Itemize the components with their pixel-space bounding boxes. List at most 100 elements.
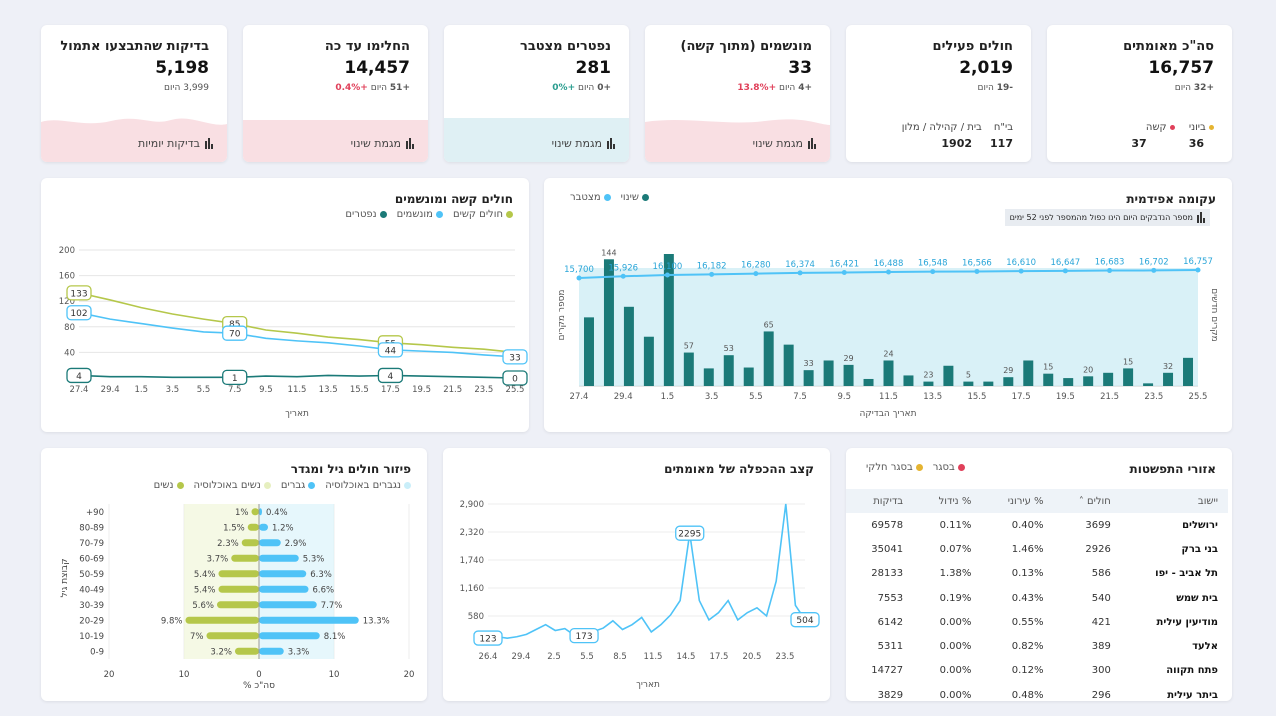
x-tick: 25.5 (1189, 392, 1208, 402)
bar (1043, 373, 1054, 386)
table-row[interactable]: אלעד 389 0.82% 0.00% 5311 (846, 634, 1228, 658)
data-label: 504 (796, 616, 813, 626)
x-tick: 9.5 (259, 385, 273, 395)
table-row[interactable]: בני ברק 2926 1.46% 0.07% 35041 (846, 537, 1228, 561)
legend-partial: בסגר חלקי (866, 462, 923, 473)
data-label-box (473, 630, 503, 646)
age-group-label: 20-29 (79, 616, 104, 626)
table-row[interactable]: ירושלים 3699 0.40% 0.11% 69578 (846, 513, 1228, 537)
x-tick: 23.5 (1144, 392, 1163, 402)
kpi-card-active[interactable]: חולים פעילים 2,019 -19 היום בי"ח בית / קה… (846, 25, 1031, 162)
age-group-label: 60-69 (79, 554, 104, 564)
trend-button[interactable]: מגמת שינוי (552, 137, 615, 150)
women-bar (218, 570, 259, 578)
legend-change[interactable]: שינוי (621, 192, 649, 203)
col-patients[interactable]: חולים ˄ (1053, 489, 1121, 513)
bar (1123, 368, 1134, 386)
men-label: 8.1% (324, 632, 346, 642)
bar (903, 375, 914, 386)
legend-serious[interactable]: חולים קשים (453, 209, 513, 220)
bar (723, 355, 734, 386)
legend-men: גברים (281, 480, 316, 491)
spread-table: יישוב חולים ˄ % עירוני % נידול בדיקות יר… (846, 489, 1228, 701)
legend-ventilated[interactable]: מונשמים (397, 209, 443, 220)
city-cell: אלעד (1192, 641, 1218, 653)
data-label: 70 (229, 330, 241, 340)
x-tick: 13.5 (923, 392, 942, 402)
trend-button[interactable]: מגמת שינוי (753, 137, 816, 150)
hospitalization-card: חולים קשה ומונשמים חולים קשים מונשמים נפ… (41, 178, 529, 432)
y-label-left: מספר מקרים (557, 289, 567, 340)
table-row[interactable]: בית שמש 540 0.43% 0.19% 7553 (846, 586, 1228, 610)
data-label-box (569, 627, 599, 644)
kpi-card-confirmed[interactable]: סה"כ מאומתים 16,757 +32 היום ביוני קשה 3… (1047, 25, 1232, 162)
kpi-value: 2,019 (959, 58, 1013, 78)
men-label: 6.6% (313, 585, 335, 595)
kpi-sub: 3,999 היום (164, 83, 209, 93)
doubling-chart: 2,900 2,320 1,740 1,160 580 123 173 2295 504 26.4… (460, 500, 820, 690)
cumulative-label: 16,548 (918, 259, 948, 269)
col-growth[interactable]: % נידול (913, 489, 982, 513)
men-bar (259, 523, 268, 531)
chart-title: קצב ההכפלה של מאומתים (664, 462, 814, 476)
urban-cell: 0.40% (1011, 519, 1044, 531)
data-label: 2295 (678, 530, 701, 540)
women-label: 5.4% (194, 585, 216, 595)
trend-wave (41, 118, 227, 162)
table-row[interactable]: תל אביב - יפו 586 0.13% 1.38% 28133 (846, 562, 1228, 586)
cumulative-label: 15,926 (608, 263, 638, 273)
kpi-delta-label: היום (1174, 83, 1192, 93)
x-tick: 21.5 (443, 385, 462, 395)
bar-label: 15 (1123, 357, 1133, 366)
growth-cell: 0.07% (939, 543, 972, 555)
epidemic-chart: 144 57 53 65 33 29 24 23 5 29 15 20 15 32 15,700 15,926… (557, 248, 1219, 419)
kpi-card-recovered[interactable]: החלימו עד כה 14,457 +51 היום +0.4% מגמת … (243, 25, 428, 162)
x-label: תאריך (285, 409, 309, 419)
bar-label: 29 (1003, 366, 1013, 375)
kpi-card-deaths[interactable]: נפטרים מצטבר 281 +0 היום +0% מגמת שינוי (444, 25, 629, 162)
kpi-card-tests[interactable]: בדיקות שהתבצעו אתמול 5,198 3,999 היום בד… (41, 25, 227, 162)
table-row[interactable]: ביתר עילית 296 0.48% 0.00% 3829 (846, 683, 1228, 701)
legend-deceased[interactable]: נפטרים (345, 209, 387, 220)
table-row[interactable]: מודיעין עילית 421 0.55% 0.00% 6142 (846, 610, 1228, 634)
tests-cell: 3829 (877, 689, 904, 701)
col-city[interactable]: יישוב (1120, 489, 1228, 513)
hospitalization-chart: 40801201602001331028570554433414027.429.… (59, 246, 528, 419)
y-tick: 1,740 (460, 556, 484, 566)
x-tick: 5.5 (580, 652, 594, 662)
tests-cell: 7553 (877, 592, 904, 604)
kpi-card-ventilated[interactable]: מונשמים (מתוך קשה) 33 +4 היום +13.8% מגמ… (645, 25, 830, 162)
legend-total[interactable]: מצטבר (570, 192, 611, 203)
men-label: 1.2% (272, 523, 294, 533)
age-gender-chart: +90 1% 0.4% 80-89 1.5% 1.2% 70-79 2.3% 2.9% 60-69… (60, 504, 414, 691)
trend-wave (444, 118, 629, 162)
col-urban[interactable]: % עירוני (981, 489, 1054, 513)
chart-title: אזורי התפשטות (1129, 462, 1217, 476)
trend-button[interactable]: מגמת שינוי (351, 137, 414, 150)
men-bar (259, 554, 299, 562)
x-tick: 10 (179, 670, 190, 680)
tests-cell: 6142 (877, 616, 904, 628)
bar (703, 368, 714, 386)
growth-cell: 0.00% (939, 689, 972, 701)
age-group-label: 40-49 (79, 585, 104, 595)
x-tick: 21.5 (1100, 392, 1119, 402)
col-tests[interactable]: בדיקות (846, 489, 914, 513)
women-bar (218, 585, 259, 593)
table-row[interactable]: פתח תקווה 300 0.12% 0.00% 14727 (846, 659, 1228, 683)
patients-cell: 296 (1091, 689, 1111, 701)
x-tick: 17.5 (710, 652, 729, 662)
chart-title: עקומה אפידמית (1126, 192, 1216, 206)
y-label: קבוצת גיל (60, 559, 70, 598)
legend-home: בית / קהילה / מלון (901, 122, 982, 133)
kpi-value: 5,198 (155, 58, 209, 78)
data-label-box (675, 525, 705, 541)
cumulative-label: 16,647 (1050, 258, 1080, 268)
data-label-box (66, 367, 92, 384)
daily-tests-button[interactable]: בדיקות יומיות (138, 137, 213, 150)
bar (1143, 383, 1154, 386)
city-cell: פתח תקווה (1166, 665, 1218, 677)
cumulative-label: 16,100 (653, 262, 683, 272)
kpi-value: 16,757 (1148, 58, 1214, 78)
bar-label: 24 (883, 349, 893, 358)
